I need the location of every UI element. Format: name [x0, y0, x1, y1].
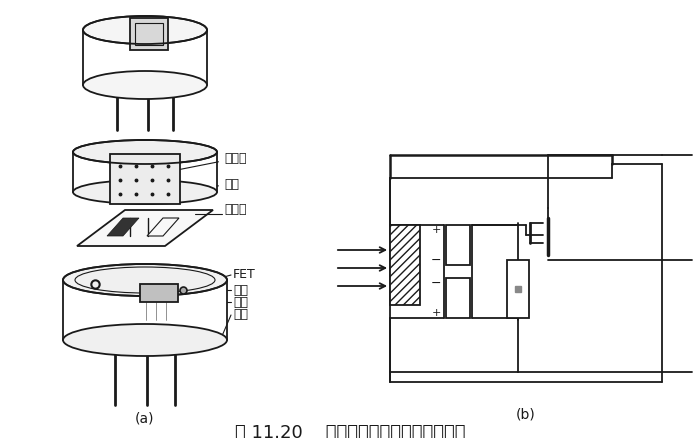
Ellipse shape	[73, 180, 217, 204]
Text: −: −	[430, 276, 441, 290]
Ellipse shape	[63, 264, 227, 296]
Polygon shape	[147, 218, 179, 236]
Bar	[135, 23, 163, 45]
Bar	[130, 18, 168, 50]
Text: 敏感元: 敏感元	[224, 203, 246, 216]
Ellipse shape	[73, 140, 217, 164]
Polygon shape	[77, 210, 213, 246]
Text: (a): (a)	[135, 411, 155, 425]
Text: 滤光片: 滤光片	[180, 152, 246, 170]
Text: 管帽: 管帽	[217, 178, 239, 191]
Text: +: +	[431, 308, 441, 318]
Text: FET: FET	[233, 268, 256, 282]
Ellipse shape	[83, 71, 207, 99]
Bar	[140, 284, 178, 302]
Text: 管座: 管座	[233, 283, 248, 297]
Bar	[446, 225, 470, 265]
Bar	[446, 278, 470, 318]
Ellipse shape	[63, 324, 227, 356]
Bar	[110, 154, 180, 204]
Text: (b): (b)	[516, 408, 536, 422]
Bar	[507, 260, 529, 318]
Text: 图 11.20    热释电人体红外传感器的结构: 图 11.20 热释电人体红外传感器的结构	[234, 424, 466, 438]
Polygon shape	[107, 218, 139, 236]
Ellipse shape	[83, 16, 207, 44]
Text: +: +	[431, 225, 441, 235]
Text: −: −	[430, 254, 441, 266]
Text: 高阻: 高阻	[233, 296, 248, 308]
Bar	[390, 225, 420, 305]
Text: 引线: 引线	[233, 308, 248, 321]
